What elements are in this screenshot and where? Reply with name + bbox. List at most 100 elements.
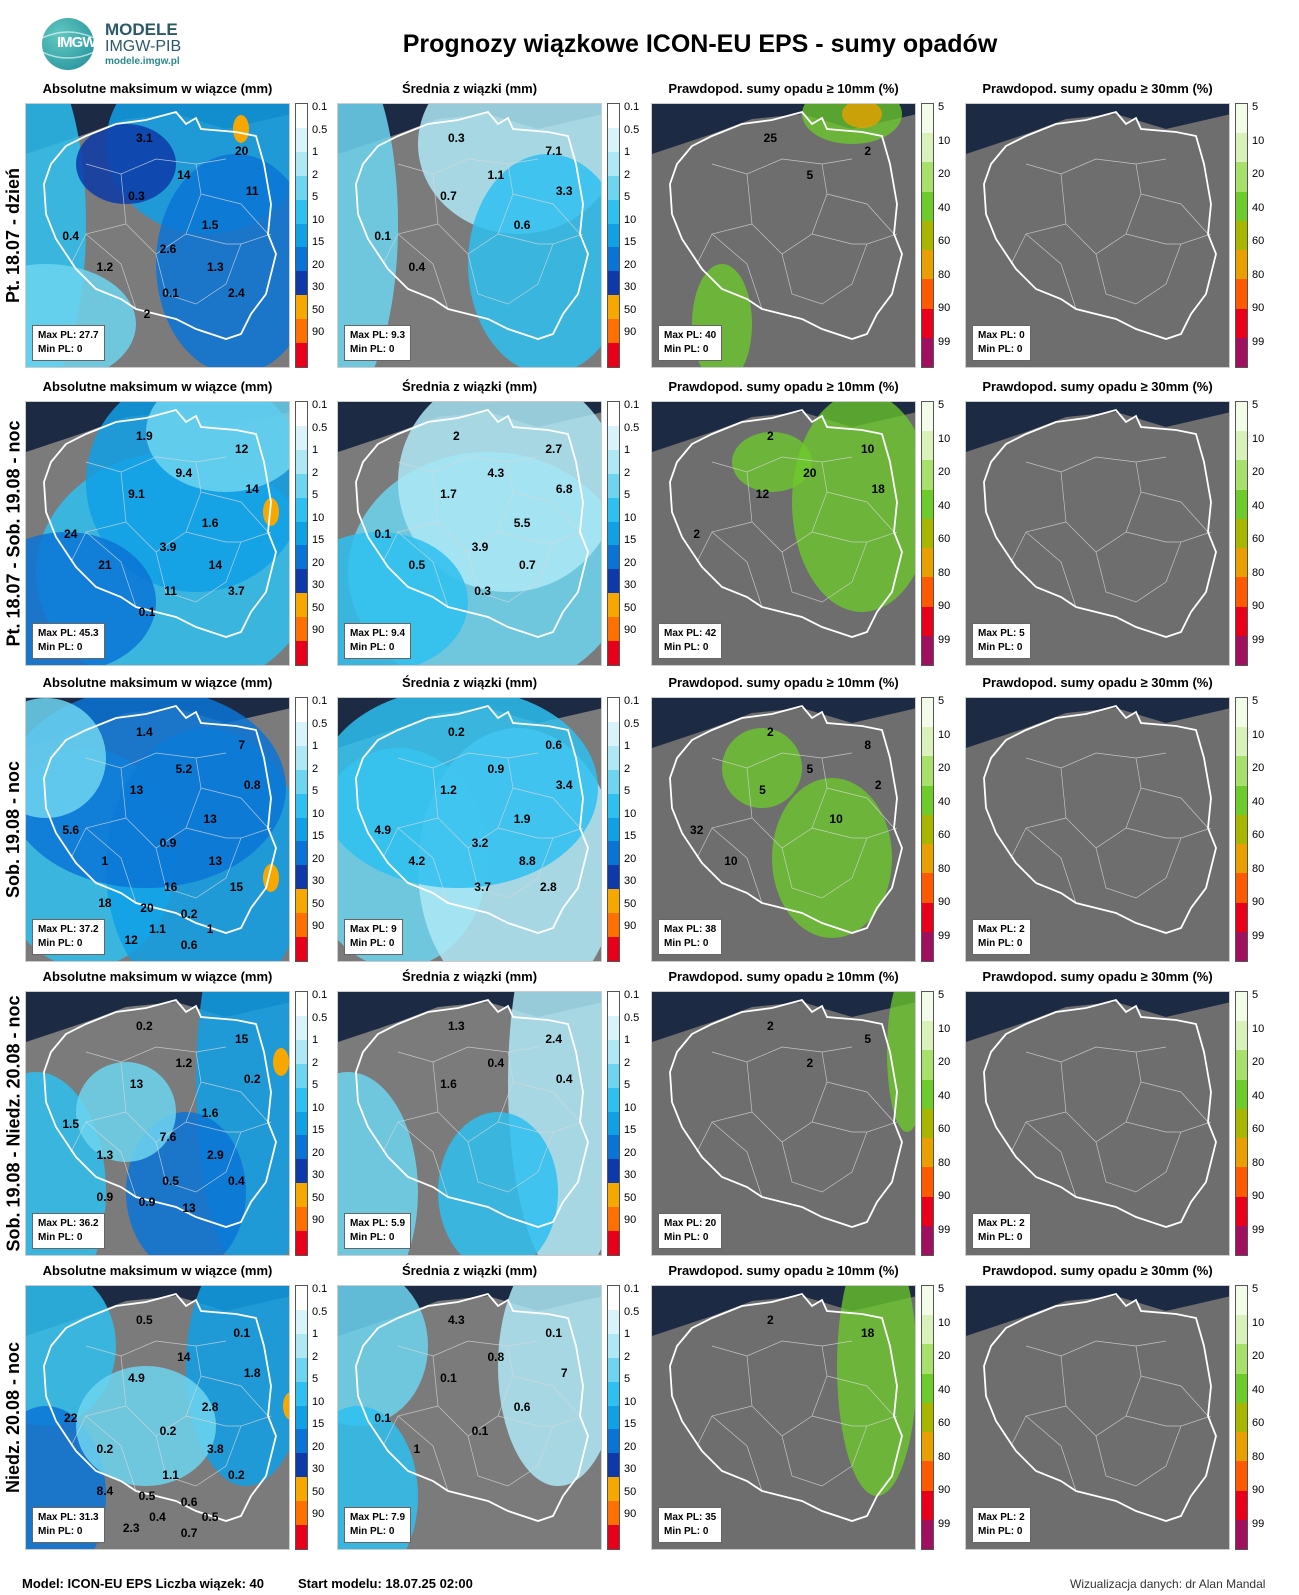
legend-tick: 90: [938, 600, 951, 613]
legend-tick: 2: [312, 466, 319, 479]
forecast-map: 3.1 20 14 11 0.3 0.4 1.5 1.2 2.6 1.3 0.1 2.4 2 Max PL…: [25, 103, 290, 368]
legend-tick: 20: [624, 1146, 637, 1159]
legend-tick: 40: [1252, 201, 1265, 214]
map-value-label: 1.1: [162, 1468, 179, 1483]
legend-tick: 30: [624, 1463, 637, 1476]
legend-swatch: [296, 1333, 307, 1358]
legend-swatch: [296, 1429, 307, 1454]
forecast-map: 1.9 12 9.4 14 9.1 24 1.6 21 3.9 14 11 3.7 0.1 Max PL:…: [25, 401, 290, 666]
legend-swatch: [922, 1138, 933, 1168]
legend-swatch: [1236, 992, 1247, 1022]
legend-tick: 60: [1252, 1417, 1265, 1430]
legend-tick: 60: [938, 1417, 951, 1430]
map-value-label: 5.6: [62, 822, 80, 837]
legend-tick: 20: [624, 1440, 637, 1453]
panel-title: Prawdopod. sumy opadu ≥ 30mm (%): [982, 675, 1213, 690]
legend-tick: 90: [312, 1214, 325, 1227]
panel-title: Średnia z wiązki (mm): [401, 675, 538, 690]
legend-swatch: [608, 271, 619, 296]
map-value-label: 2: [767, 1313, 774, 1328]
max-min-box: Max PL: 9.4 Min PL: 0: [344, 623, 412, 659]
forecast-map: 0.2 15 1.2 0.2 13 1.5 1.6 1.3 7.6 2.9 0.5 0.4 0.9 13 0…: [25, 991, 290, 1256]
map-value-label: 0.8: [487, 1350, 505, 1364]
legend-tick: 40: [938, 499, 951, 512]
min-value: Min PL: 0: [978, 642, 1023, 653]
legend-tick: 40: [938, 1089, 951, 1102]
legend-swatch: [608, 889, 619, 914]
legend-swatch: [608, 1183, 619, 1208]
legend-tick: 90: [938, 1484, 951, 1497]
color-legend: 5 10 20 40 60 80 90 99: [1235, 399, 1275, 666]
color-legend: 0.1 0.5 1 2 5 10 15 20 30 50 90: [295, 695, 335, 962]
legend-swatch: [296, 721, 307, 746]
legend-tick: 99: [1252, 930, 1265, 942]
legend-tick: 30: [312, 1463, 325, 1476]
map-value-label: 0.6: [513, 217, 531, 232]
map-value-label: 2: [143, 307, 151, 322]
map-value-label: 3.9: [471, 539, 489, 554]
legend-swatch: [296, 1135, 307, 1160]
legend-swatch: [922, 104, 933, 134]
legend-swatch: [296, 545, 307, 570]
legend-bar: [295, 1285, 308, 1550]
legend-swatch: [922, 308, 933, 338]
color-legend: 5 10 20 40 60 80 90 99: [1235, 695, 1275, 962]
legend-swatch: [608, 698, 619, 722]
legend-swatch: [296, 698, 307, 722]
legend-swatch: [1236, 756, 1247, 786]
legend-tick: 80: [1252, 862, 1265, 875]
legend-tick: 5: [1252, 101, 1259, 113]
map-value-label: 2: [864, 144, 871, 159]
legend-tick: 50: [312, 1191, 325, 1204]
map-value-label: 0.1: [440, 1371, 457, 1386]
legend-swatch: [296, 1477, 307, 1502]
legend-tick: 90: [1252, 600, 1265, 613]
legend-swatch: [1236, 606, 1247, 636]
legend-swatch: [608, 1039, 619, 1064]
legend-tick: 10: [1252, 728, 1265, 741]
map-value-label: 0.9: [487, 762, 505, 776]
panel-title: Średnia z wiązki (mm): [401, 81, 538, 96]
legend-tick: 99: [938, 336, 951, 348]
legend-tick: 30: [624, 281, 637, 294]
legend-swatch: [922, 1286, 933, 1316]
map-value-label: 0.5: [162, 1174, 179, 1189]
legend-tick: 5: [1252, 399, 1259, 411]
legend-tick: 40: [1252, 795, 1265, 808]
legend-tick: 80: [938, 1156, 951, 1169]
color-legend: 5 10 20 40 60 80 90 99: [921, 1283, 961, 1550]
legend-tick: 0.5: [312, 1011, 328, 1024]
min-value: Min PL: 0: [978, 1526, 1023, 1537]
legend-swatch: [1236, 1225, 1247, 1255]
panel-title: Absolutne maksimum w wiązce (mm): [42, 675, 273, 690]
legend-swatch: [608, 425, 619, 450]
map-value-label: 3.7: [228, 584, 245, 599]
legend-tick: 2: [624, 1056, 631, 1069]
legend-swatch: [608, 992, 619, 1016]
legend-bar: [295, 401, 308, 666]
map-value-label: 25: [763, 131, 778, 146]
legend-tick: 30: [312, 875, 325, 888]
panel-title: Prawdopod. sumy opadu ≥ 10mm (%): [668, 675, 899, 690]
legend-tick: 90: [312, 624, 325, 637]
legend-swatch: [296, 319, 307, 344]
brand-url[interactable]: modele.imgw.pl: [105, 56, 180, 67]
legend-tick: 2: [624, 762, 631, 775]
legend-swatch: [296, 104, 307, 128]
map-value-label: 0.9: [159, 835, 177, 850]
legend-tick: 30: [312, 579, 325, 592]
legend-tick: 10: [624, 511, 637, 524]
legend-tick: 50: [312, 303, 325, 316]
legend-tick: 10: [938, 432, 951, 445]
min-value: Min PL: 0: [664, 344, 709, 355]
map-value-label: 4.2: [408, 854, 426, 869]
map-value-label: 5: [864, 1032, 871, 1047]
legend-swatch: [922, 1167, 933, 1197]
legend-tick: 50: [312, 601, 325, 614]
row-label-text: Sob. 19.08 - noc: [3, 760, 24, 899]
legend-tick: 50: [624, 303, 637, 316]
legend-swatch: [922, 1050, 933, 1080]
legend-swatch: [296, 817, 307, 842]
legend-swatch: [608, 1525, 619, 1549]
map-value-label: 0.2: [96, 1442, 114, 1457]
